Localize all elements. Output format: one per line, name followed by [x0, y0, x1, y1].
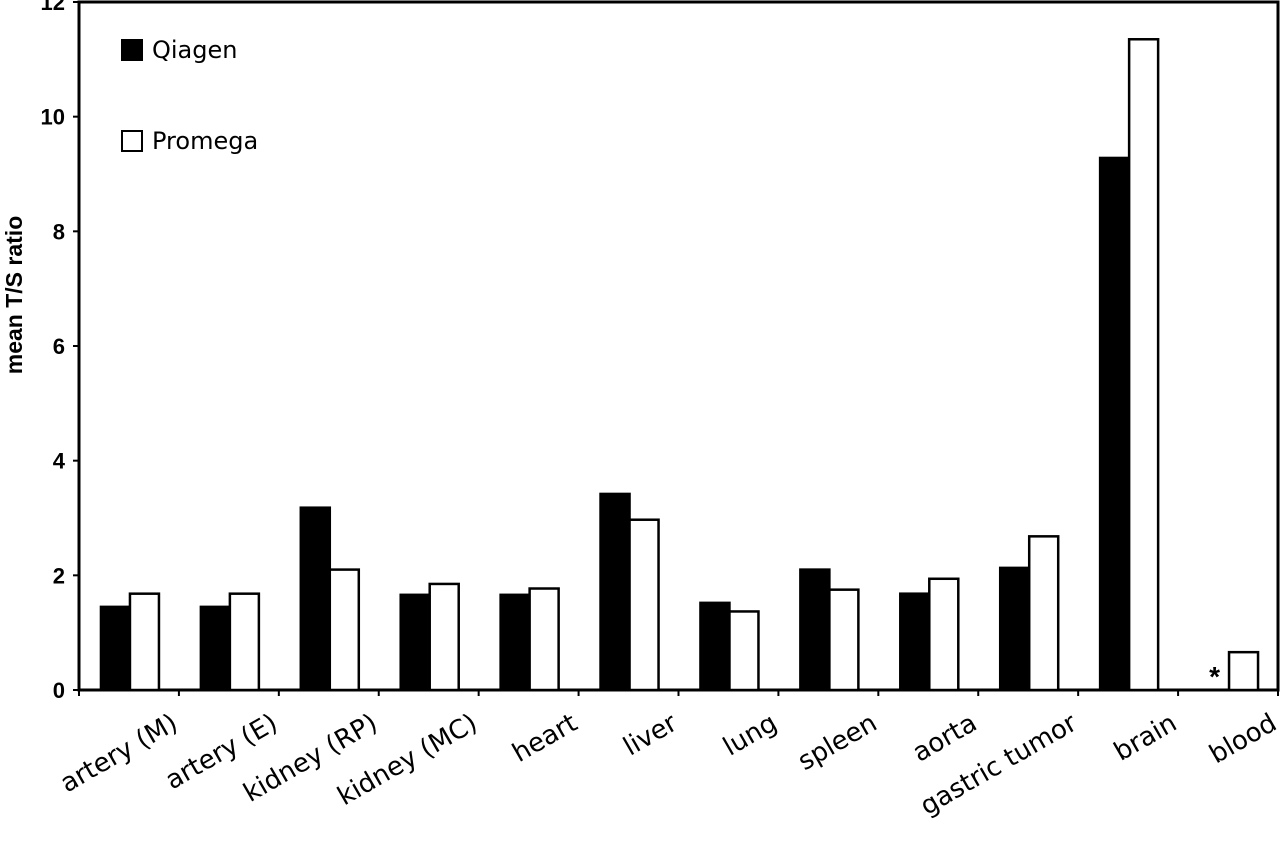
bar-qiagen-gastric-tumor	[998, 566, 1031, 692]
legend-swatch-qiagen	[121, 39, 143, 61]
x-category-label: liver	[618, 708, 682, 762]
legend-swatch-promega	[121, 130, 143, 152]
y-axis-label: mean T/S ratio	[1, 216, 27, 374]
bar-qiagen-heart	[499, 593, 531, 692]
legend: Qiagen Promega	[121, 36, 258, 155]
y-tick-label: 0	[53, 678, 65, 703]
plot-border	[77, 0, 1280, 692]
y-tick-label: 2	[53, 563, 65, 588]
bar-qiagen-artery-e-	[199, 605, 232, 692]
bar-qiagen-aorta	[899, 592, 931, 692]
y-tick-label: 4	[53, 449, 66, 474]
y-tick-label: 8	[53, 219, 65, 244]
y-tick-label: 10	[41, 105, 65, 130]
bar-qiagen-liver	[599, 492, 631, 692]
y-tick-label: 6	[53, 334, 65, 359]
bar-qiagen-brain	[1098, 156, 1131, 692]
x-category-label: spleen	[793, 708, 882, 777]
bar-qiagen-lung	[699, 601, 731, 692]
bar-promega-gastric-tumor	[1027, 535, 1060, 692]
y-axis: 0 2 4 6 8 10 12	[41, 0, 79, 703]
bar-qiagen-kidney-rp-	[299, 506, 332, 692]
bar-qiagen-spleen	[799, 568, 831, 692]
x-axis: artery (M)artery (E)kidney (RP)kidney (M…	[55, 690, 1280, 822]
y-tick-label: 12	[41, 0, 65, 15]
bar-promega-blood	[1227, 650, 1260, 692]
x-category-label: brain	[1109, 708, 1182, 767]
bar-promega-brain	[1127, 38, 1160, 692]
bar-promega-spleen	[828, 588, 860, 692]
bar-promega-artery-e-	[228, 592, 261, 692]
bar-promega-kidney-rp-	[328, 568, 361, 692]
legend-label-qiagen: Qiagen	[152, 36, 237, 64]
legend-label-promega: Promega	[152, 127, 258, 155]
bar-promega-heart	[528, 587, 560, 692]
missing-value-marker: *	[1209, 661, 1220, 692]
bar-promega-kidney-mc-	[428, 582, 460, 692]
bars: *	[99, 38, 1260, 692]
bar-qiagen-artery-m-	[99, 605, 132, 692]
x-category-label: artery (M)	[55, 708, 182, 799]
x-category-label: lung	[718, 708, 782, 762]
bar-promega-liver	[628, 518, 660, 692]
bar-promega-aorta	[928, 577, 960, 692]
x-category-label: aorta	[908, 708, 982, 768]
bar-qiagen-kidney-mc-	[399, 593, 431, 692]
plot-frame	[77, 0, 1280, 692]
x-category-label: blood	[1205, 708, 1280, 770]
bar-promega-lung	[728, 610, 760, 692]
x-category-label: heart	[508, 708, 583, 769]
bar-promega-artery-m-	[128, 592, 161, 692]
